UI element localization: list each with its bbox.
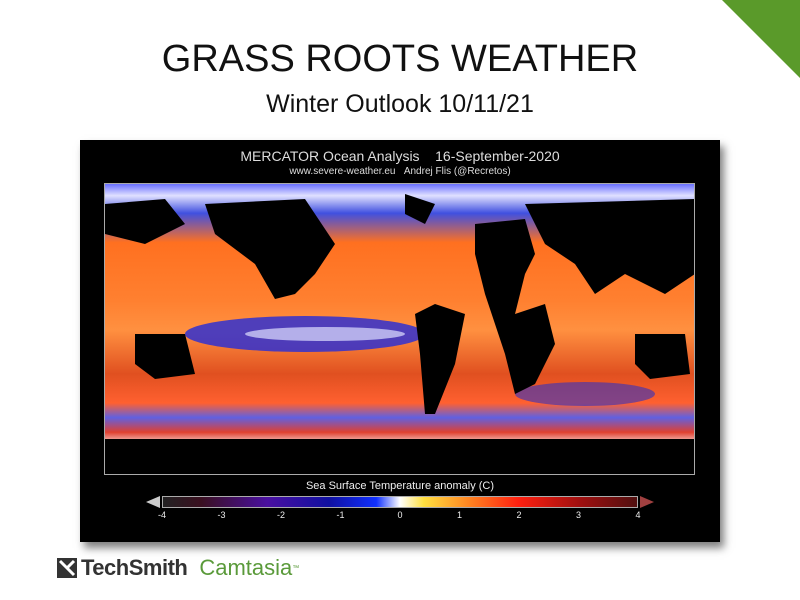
colorbar [162, 496, 638, 508]
slide-subtitle: Winter Outlook 10/11/21 [266, 90, 534, 118]
colorbar-tick: 3 [575, 510, 581, 520]
camtasia-watermark: TechSmith Camtasia ™ [57, 555, 299, 581]
map-title: MERCATOR Ocean Analysis [240, 148, 420, 164]
camtasia-brand: Camtasia [199, 555, 293, 580]
colorbar-tick: 4 [635, 510, 641, 520]
colorbar-tick: -1 [336, 510, 345, 520]
colorbar-max-arrow [640, 496, 654, 508]
map-header: MERCATOR Ocean Analysis 16-September-202… [80, 148, 720, 164]
trademark: ™ [292, 564, 300, 572]
colorbar-tick: 1 [456, 510, 462, 520]
colorbar-min-arrow [146, 496, 160, 508]
map-source: www.severe-weather.eu [289, 166, 396, 177]
colorbar-label: Sea Surface Temperature anomaly (C) [305, 480, 495, 492]
techsmith-logo-icon [57, 558, 77, 578]
map-author: Andrej Flis (@Recretos) [403, 166, 511, 177]
colorbar-tick: 2 [516, 510, 522, 520]
colorbar-tick: -2 [276, 510, 285, 520]
techsmith-brand: TechSmith [81, 555, 188, 580]
map-date: 16-September-2020 [435, 148, 560, 164]
colorbar-tick: 0 [397, 510, 403, 520]
land-masses [105, 194, 694, 474]
colorbar-tick: -3 [217, 510, 226, 520]
corner-accent [722, 0, 800, 78]
map-credits: www.severe-weather.eu Andrej Flis (@Recr… [80, 166, 720, 177]
slide-title: GRASS ROOTS WEATHER [161, 38, 639, 80]
world-map [104, 183, 695, 475]
sst-anomaly-map-image: MERCATOR Ocean Analysis 16-September-202… [80, 140, 720, 542]
colorbar-tick: -4 [157, 510, 166, 520]
